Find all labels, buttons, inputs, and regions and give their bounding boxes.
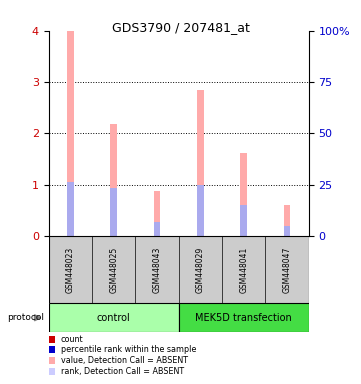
Bar [197,90,204,236]
Text: GSM448029: GSM448029 [196,247,205,293]
Bar [154,222,160,236]
Text: GSM448047: GSM448047 [283,247,291,293]
Bar [284,226,290,236]
Bar [67,31,74,236]
Text: percentile rank within the sample: percentile rank within the sample [61,345,196,354]
Bar [110,189,117,236]
Bar [49,303,179,332]
Text: GSM448041: GSM448041 [239,247,248,293]
Bar [197,185,204,236]
Bar [179,303,309,332]
Text: GSM448023: GSM448023 [66,247,75,293]
Text: GDS3790 / 207481_at: GDS3790 / 207481_at [112,21,249,34]
Text: MEK5D transfection: MEK5D transfection [195,313,292,323]
Text: control: control [97,313,131,323]
Bar [110,124,117,236]
Text: GSM448043: GSM448043 [153,247,161,293]
Text: value, Detection Call = ABSENT: value, Detection Call = ABSENT [61,356,188,365]
Text: protocol: protocol [7,313,44,322]
Bar [67,182,74,236]
Bar [284,205,290,236]
Text: count: count [61,334,83,344]
Text: rank, Detection Call = ABSENT: rank, Detection Call = ABSENT [61,367,184,376]
Bar [240,205,247,236]
Bar [240,153,247,236]
Text: GSM448025: GSM448025 [109,247,118,293]
Bar [154,191,160,236]
